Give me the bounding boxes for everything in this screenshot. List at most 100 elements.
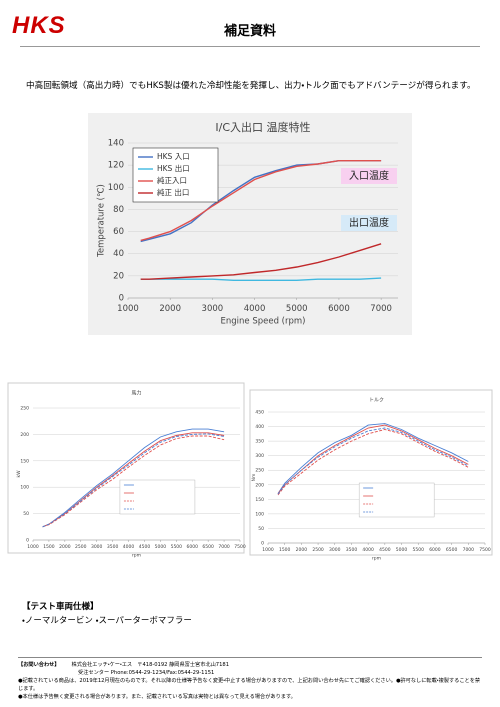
y-axis-label: kW — [16, 470, 22, 478]
x-tick-label: 1000 — [27, 544, 39, 550]
y-tick-label: 60 — [113, 227, 124, 237]
series-line — [140, 243, 382, 280]
y-tick-label: 0 — [119, 294, 124, 304]
y-tick-label: 100 — [255, 511, 264, 517]
legend-label: HKS 入口 — [157, 152, 190, 161]
x-tick-label: 5000 — [286, 304, 308, 314]
x-tick-label: 2000 — [159, 304, 181, 314]
x-tick-label: 4000 — [362, 547, 374, 553]
series-line — [277, 423, 469, 494]
series-line — [42, 428, 225, 528]
footer: 【お問い合わせ】 株式会社エッチ・ケー・エス 〒418-0192 静岡県富士宮市… — [18, 657, 482, 701]
x-tick-label: 1500 — [43, 544, 55, 550]
y-tick-label: 250 — [20, 406, 29, 412]
page-title: 補足資料 — [223, 24, 276, 39]
y-axis-label: Temperature (℃) — [96, 184, 106, 258]
x-tick-label: 5500 — [171, 544, 183, 550]
legend-label: HKS 出口 — [157, 163, 190, 173]
spec-heading: 【テスト車両仕様】 — [22, 602, 99, 612]
y-tick-label: 200 — [20, 432, 29, 438]
y-tick-label: 150 — [255, 497, 264, 503]
y-tick-label: 50 — [258, 526, 264, 532]
x-tick-label: 1000 — [117, 304, 139, 314]
company: 株式会社エッチ・ケー・エス 〒418-0192 静岡県富士宮市北山7181 — [71, 662, 229, 668]
x-tick-label: 1000 — [262, 547, 274, 553]
y-tick-label: 100 — [108, 183, 124, 193]
annotation: 出口温度 — [349, 216, 389, 229]
x-tick-label: 6000 — [328, 304, 350, 314]
series-line — [42, 432, 225, 528]
x-tick-label: 3500 — [107, 544, 119, 550]
x-tick-label: 2000 — [59, 544, 71, 550]
legend-label: 純正 出口 — [157, 187, 189, 197]
annotation-bg — [341, 215, 397, 231]
series-line — [42, 435, 225, 528]
chart-title: 馬力 — [131, 390, 141, 397]
annotation: 入口温度 — [349, 169, 389, 182]
x-tick-label: 1500 — [279, 547, 291, 553]
x-tick-label: 2000 — [296, 547, 308, 553]
x-tick-label: 3000 — [329, 547, 341, 553]
chart-frame — [249, 389, 493, 556]
x-tick-label: 6500 — [446, 547, 458, 553]
x-tick-label: 6500 — [202, 544, 214, 550]
series-line — [42, 433, 225, 528]
x-tick-label: 7500 — [234, 544, 246, 550]
legend-box — [358, 482, 435, 518]
x-tick-label: 4500 — [139, 544, 151, 550]
x-tick-label: 7000 — [218, 544, 230, 550]
x-tick-label: 6000 — [429, 547, 441, 553]
y-tick-label: 80 — [113, 205, 124, 215]
x-axis-label: rpm — [372, 556, 381, 562]
series-line — [277, 427, 469, 495]
y-tick-label: 0 — [261, 541, 264, 547]
legend-label: 純正入口 — [157, 175, 187, 185]
y-axis-label: Nm — [251, 474, 257, 482]
note: ●本仕様は予告無く変更される場合があります。また、記載されている写真は実物とは異… — [18, 694, 296, 700]
y-tick-label: 0 — [26, 538, 29, 544]
series-line — [277, 429, 469, 496]
y-tick-label: 150 — [20, 458, 29, 464]
x-tick-label: 3000 — [91, 544, 103, 550]
x-tick-label: 7000 — [463, 547, 475, 553]
x-tick-label: 4000 — [123, 544, 135, 550]
chart-frame — [7, 382, 245, 554]
series-line — [140, 277, 382, 281]
x-tick-label: 6000 — [187, 544, 199, 550]
y-tick-label: 40 — [113, 249, 124, 259]
x-tick-label: 5000 — [396, 547, 408, 553]
y-tick-label: 350 — [255, 439, 264, 445]
y-tick-label: 140 — [108, 139, 124, 149]
logo: HKS — [12, 12, 66, 39]
x-tick-label: 5000 — [155, 544, 167, 550]
y-tick-label: 100 — [20, 485, 29, 491]
footer-row: 【お問い合わせ】 株式会社エッチ・ケー・エス 〒418-0192 静岡県富士宮市… — [18, 661, 482, 669]
x-tick-label: 3000 — [202, 304, 224, 314]
intro-text: 中高回転領域（高出力時）でもHKS製は優れた冷却性能を発揮し、出力・トルク面でも… — [26, 81, 476, 91]
x-tick-label: 7000 — [370, 304, 392, 314]
y-tick-label: 20 — [113, 271, 124, 281]
x-tick-label: 7500 — [479, 547, 491, 553]
series-line — [140, 160, 382, 242]
y-tick-label: 300 — [255, 453, 264, 459]
x-axis-label: Engine Speed (rpm) — [221, 317, 306, 327]
x-tick-label: 4000 — [244, 304, 266, 314]
legend-box — [119, 479, 196, 515]
annotation-bg — [341, 168, 397, 184]
y-tick-label: 400 — [255, 424, 264, 430]
note: ●記載されている商品は、2019年12月現在のものです。それ以降の仕様等予告なく… — [18, 678, 481, 692]
chart-title: トルク — [369, 398, 384, 404]
y-tick-label: 450 — [255, 410, 264, 416]
spec-items: ・ノーマルタービン ・スーパーターボマフラー — [22, 616, 192, 626]
x-tick-label: 3500 — [346, 547, 358, 553]
x-tick-label: 2500 — [312, 547, 324, 553]
x-axis-label: rpm — [132, 553, 141, 559]
contact-label: 【お問い合わせ】 — [18, 662, 60, 668]
x-tick-label: 4500 — [379, 547, 391, 553]
y-tick-label: 50 — [23, 511, 29, 517]
x-tick-label: 2500 — [75, 544, 87, 550]
center: 受注センター Phone:0544-29-1234/Fax:0544-29-11… — [78, 670, 215, 676]
y-tick-label: 120 — [108, 161, 124, 171]
